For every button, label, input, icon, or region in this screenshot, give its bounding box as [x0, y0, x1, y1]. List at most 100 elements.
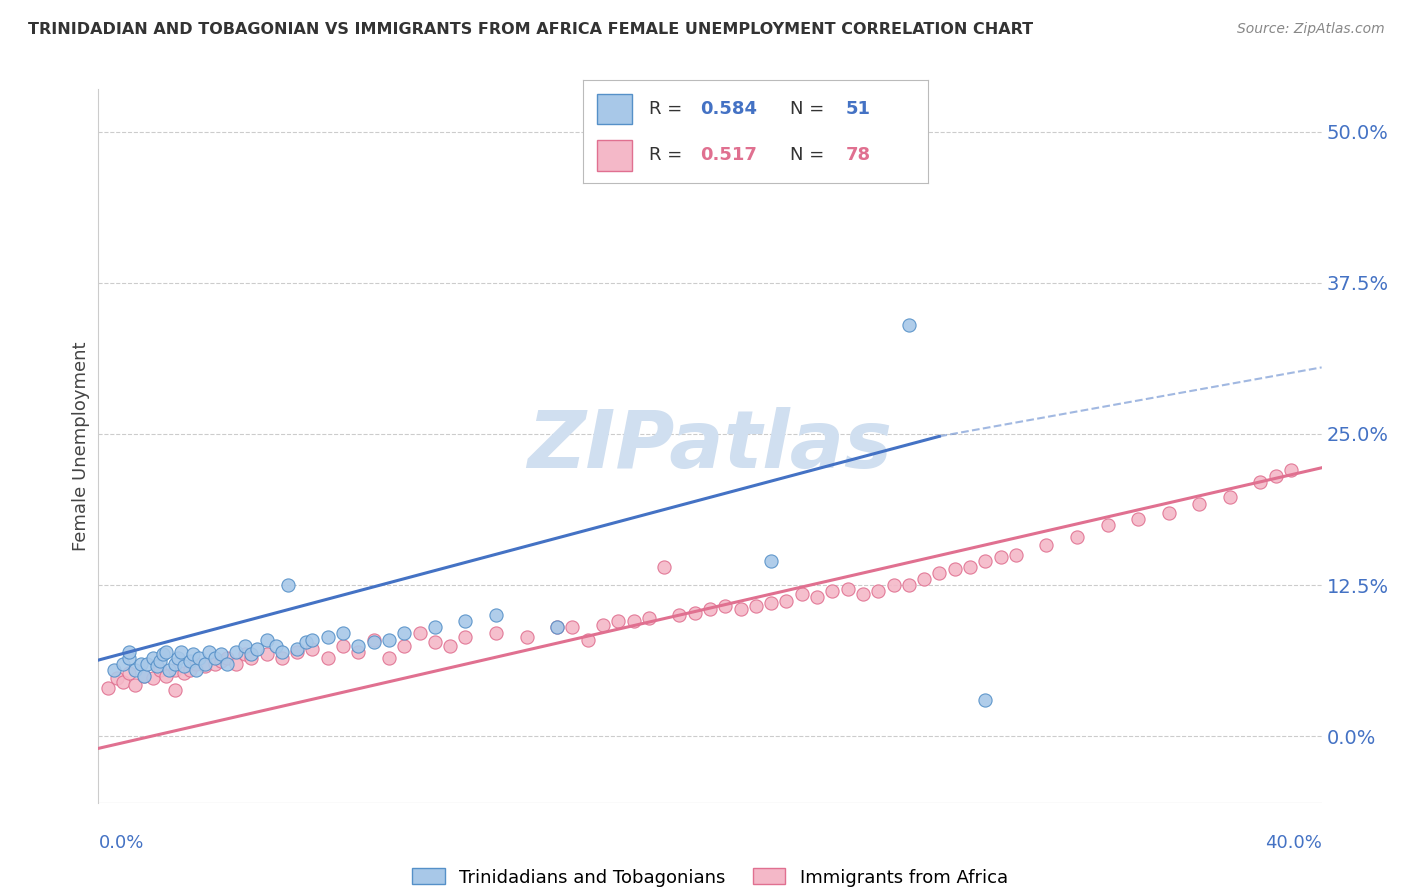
Point: [277, 578, 299, 592]
Point: [118, 645, 141, 659]
Point: [194, 657, 217, 671]
Point: [270, 645, 292, 659]
Text: N =: N =: [790, 100, 824, 118]
Point: [167, 650, 190, 665]
Point: [561, 620, 583, 634]
Point: [1279, 463, 1302, 477]
Point: [363, 635, 385, 649]
Point: [179, 654, 201, 668]
Point: [134, 669, 156, 683]
Point: [1188, 497, 1211, 511]
Point: [215, 650, 238, 665]
Point: [301, 642, 323, 657]
Point: [204, 650, 226, 665]
Point: [163, 663, 186, 677]
Point: [194, 659, 217, 673]
Point: [637, 611, 661, 625]
Point: [240, 647, 263, 661]
Point: [233, 639, 256, 653]
Point: [943, 562, 966, 576]
Point: [316, 630, 339, 644]
Point: [837, 582, 859, 596]
Point: [124, 663, 146, 677]
Text: Source: ZipAtlas.com: Source: ZipAtlas.com: [1237, 22, 1385, 37]
Point: [188, 650, 211, 665]
Y-axis label: Female Unemployment: Female Unemployment: [72, 342, 90, 550]
Point: [256, 647, 278, 661]
Point: [759, 554, 782, 568]
Point: [103, 663, 125, 677]
Point: [246, 642, 269, 657]
Point: [136, 657, 159, 671]
Point: [576, 632, 599, 647]
Point: [145, 659, 167, 673]
Point: [546, 620, 568, 634]
Text: N =: N =: [790, 146, 824, 164]
Point: [332, 626, 354, 640]
Point: [105, 671, 128, 685]
Text: ZIPatlas: ZIPatlas: [527, 407, 893, 485]
Point: [790, 586, 813, 600]
Point: [240, 650, 263, 665]
Point: [179, 663, 201, 677]
Point: [285, 645, 308, 659]
Point: [155, 669, 177, 683]
Point: [897, 318, 920, 332]
Point: [974, 554, 997, 568]
Point: [186, 663, 208, 677]
Text: 0.584: 0.584: [700, 100, 758, 118]
Point: [592, 618, 614, 632]
Point: [392, 639, 416, 653]
Point: [408, 626, 430, 640]
Point: [332, 639, 354, 653]
Point: [118, 666, 141, 681]
Point: [821, 584, 844, 599]
Point: [301, 632, 323, 647]
Point: [1004, 548, 1026, 562]
Point: [485, 626, 508, 640]
Point: [347, 639, 370, 653]
Point: [868, 584, 890, 599]
Point: [652, 560, 675, 574]
Point: [759, 596, 782, 610]
Point: [378, 632, 401, 647]
Point: [378, 650, 401, 665]
Legend: Trinidadians and Tobagonians, Immigrants from Africa: Trinidadians and Tobagonians, Immigrants…: [412, 868, 1008, 887]
Text: R =: R =: [650, 146, 682, 164]
Point: [454, 615, 477, 629]
Point: [852, 586, 875, 600]
FancyBboxPatch shape: [598, 140, 631, 170]
Point: [155, 645, 177, 659]
Point: [392, 626, 416, 640]
Point: [439, 639, 461, 653]
Point: [215, 657, 238, 671]
Point: [775, 594, 797, 608]
Point: [186, 657, 208, 671]
Text: 40.0%: 40.0%: [1265, 834, 1322, 852]
Text: 51: 51: [845, 100, 870, 118]
Text: R =: R =: [650, 100, 682, 118]
Point: [225, 645, 247, 659]
Text: 78: 78: [845, 146, 870, 164]
Point: [928, 566, 950, 580]
Point: [149, 663, 172, 677]
Text: 0.517: 0.517: [700, 146, 758, 164]
Point: [264, 639, 287, 653]
Point: [118, 650, 141, 665]
Point: [990, 550, 1012, 565]
Point: [883, 578, 905, 592]
Point: [295, 635, 318, 649]
Point: [974, 693, 997, 707]
Point: [173, 666, 195, 681]
Point: [485, 608, 508, 623]
Point: [623, 615, 645, 629]
Point: [454, 630, 477, 644]
Point: [157, 663, 180, 677]
Text: 0.0%: 0.0%: [98, 834, 143, 852]
Point: [142, 650, 165, 665]
Point: [1128, 511, 1150, 525]
Point: [97, 681, 120, 695]
Point: [270, 650, 292, 665]
Point: [285, 642, 308, 657]
Point: [204, 657, 226, 671]
